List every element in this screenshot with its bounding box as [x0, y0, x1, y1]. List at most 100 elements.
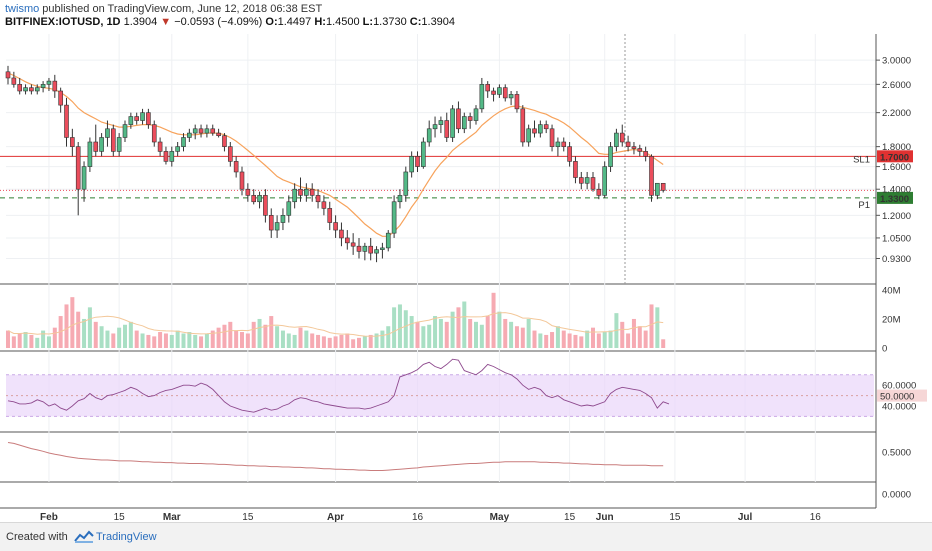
volume-bar	[538, 333, 543, 348]
candle-body	[374, 249, 379, 254]
footer: Created with TradingView	[0, 522, 932, 551]
candle-body	[555, 141, 561, 147]
volume-bar	[637, 326, 642, 348]
volume-bar	[82, 318, 87, 348]
candle-body	[549, 128, 555, 147]
candle-body	[292, 188, 297, 203]
volume-bar	[158, 332, 163, 348]
tradingview-logo-icon	[74, 530, 94, 543]
x-tick-label: 15	[242, 512, 254, 522]
volume-bar	[415, 321, 420, 348]
candle-body	[187, 132, 192, 138]
volume-bar	[327, 337, 332, 348]
x-tick-label: 15	[669, 512, 681, 522]
candle-body	[456, 108, 461, 130]
candle-body	[151, 124, 157, 143]
level-label: P1	[858, 200, 870, 211]
candle-body	[157, 141, 163, 152]
candle-body	[75, 146, 81, 190]
candle-body	[70, 137, 75, 147]
candle-body	[46, 80, 52, 85]
x-tick-label: Mar	[163, 512, 181, 522]
candle-body	[467, 116, 473, 121]
candle-body	[140, 112, 145, 121]
volume-bar	[497, 311, 502, 348]
volume-bar	[462, 301, 467, 348]
level-tag-bg	[877, 150, 913, 163]
volume-bar	[409, 316, 414, 348]
rsi-mid-tag-bg	[877, 389, 927, 402]
candle-body	[602, 166, 608, 196]
price-tick-label: 3.0000	[882, 56, 911, 67]
level-label: SL1	[853, 154, 870, 165]
volume-bar	[544, 334, 549, 348]
volume-bar	[345, 333, 350, 348]
candle-body	[573, 161, 578, 178]
candle-body	[17, 84, 23, 92]
volume-bar	[146, 334, 151, 348]
candle-body	[34, 87, 40, 92]
volume-bar	[105, 330, 110, 348]
candle-body	[660, 182, 666, 191]
candle-body	[438, 120, 444, 125]
candle-body	[116, 137, 122, 152]
volume-bar	[479, 324, 484, 348]
volume-bar	[275, 326, 280, 348]
down-arrow-icon: ▼	[160, 16, 172, 28]
volume-bar	[591, 327, 595, 348]
volume-bar	[450, 311, 455, 348]
author-link[interactable]: twismo	[5, 3, 40, 15]
candle-body	[192, 128, 198, 134]
price-tick-label: 2.2000	[882, 108, 911, 119]
candle-body	[245, 188, 251, 196]
candle-body	[461, 116, 467, 130]
candles	[5, 65, 666, 263]
oscillator-tick-label: 0.5000	[882, 448, 911, 459]
candle-body	[590, 177, 596, 190]
price-change: −0.0593 (−4.09%)	[174, 16, 263, 28]
symbol-label[interactable]: BITFINEX:IOTUSD, 1D	[5, 16, 121, 28]
candle-body	[415, 156, 420, 167]
volume-ma-line	[7, 312, 664, 337]
volume-bar	[23, 332, 28, 348]
close-value: 1.3904	[421, 16, 456, 28]
candle-body	[350, 242, 356, 247]
candle-body	[122, 124, 128, 138]
volume-bar	[199, 336, 204, 348]
volume-bar	[631, 318, 636, 348]
price-tick-label: 2.6000	[882, 80, 911, 91]
tradingview-brand-link[interactable]: TradingView	[96, 531, 157, 543]
candle-body	[222, 135, 227, 147]
volume-bar	[661, 339, 666, 348]
candle-body	[268, 215, 274, 231]
chart-canvas[interactable]: SL1 1.7000 P1 1.3300 Feb 15 Mar 15 Apr 16 May 15 Ju…	[0, 0, 932, 522]
volume-bar	[169, 334, 174, 348]
volume-tick-label: 20M	[882, 314, 901, 325]
volume-bar	[87, 307, 92, 348]
candle-body	[327, 208, 333, 223]
volume-bar	[316, 334, 321, 348]
candle-body	[216, 132, 221, 137]
close-label: C:	[409, 16, 422, 28]
candle-body	[204, 128, 210, 134]
volume-bar	[474, 321, 478, 348]
volume-bar	[403, 310, 408, 348]
candle-body	[491, 90, 496, 95]
ma-line	[7, 72, 664, 237]
volume-tick-label: 0	[882, 344, 887, 355]
oscillator-line	[7, 442, 664, 471]
volume-bar	[339, 334, 344, 348]
candle-body	[81, 166, 87, 190]
volume-bar	[298, 327, 303, 348]
volume-bar	[573, 334, 578, 348]
volume-bar	[187, 332, 192, 348]
candle-body	[450, 108, 455, 138]
volume-bar	[6, 330, 10, 348]
volume-bar	[251, 321, 256, 348]
candle-body	[538, 124, 543, 134]
volume-bar	[310, 333, 315, 348]
volume-bar	[362, 336, 367, 348]
candle-body	[485, 84, 491, 92]
high-label: H:	[314, 16, 326, 28]
candle-body	[619, 132, 625, 143]
